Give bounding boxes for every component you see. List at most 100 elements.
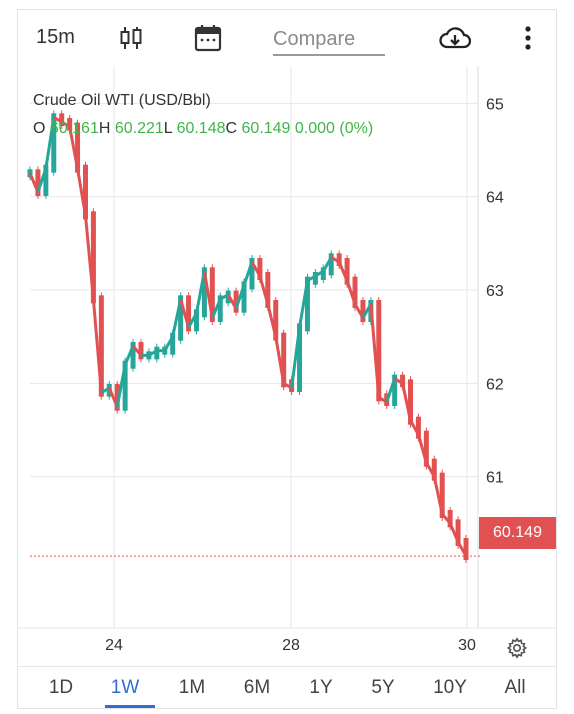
candle-body (320, 267, 326, 280)
price-segment (202, 271, 214, 319)
candle-body (82, 164, 88, 220)
ohlc-readout: O 60.161H 60.221L 60.148C 60.149 0.000 (… (33, 120, 373, 138)
price-segment (378, 396, 388, 404)
active-range-indicator (105, 705, 155, 708)
price-segment (234, 284, 246, 310)
candle-body (130, 342, 136, 369)
candle-body (67, 118, 73, 131)
price-segment (131, 345, 143, 357)
price-segment (83, 215, 95, 300)
candle-body (233, 290, 239, 313)
x-tick-label: 28 (282, 637, 300, 654)
price-segment (432, 476, 444, 515)
price-segment (250, 261, 262, 277)
candle-body (415, 416, 421, 439)
candle-body (59, 113, 65, 126)
price-segment (416, 434, 428, 464)
candle-body (297, 323, 303, 392)
close-label: C (225, 120, 238, 137)
candle-body (75, 122, 81, 173)
high-value: 60.221 (114, 120, 164, 137)
price-chart[interactable]: 61 62 63 64 65 24 28 30 Crude Oil WTI (USD/Bbl)… (18, 66, 556, 662)
price-segment (194, 271, 206, 314)
price-segment (345, 280, 357, 305)
price-segment (401, 383, 412, 421)
range-10y[interactable]: 10Y (433, 677, 467, 698)
candle-body (312, 272, 318, 285)
change-value: 0.000 (0%) (294, 120, 374, 137)
candle-body (186, 295, 192, 332)
candlestick-icon[interactable] (115, 22, 147, 54)
candle-body (138, 342, 144, 360)
candle-body (257, 258, 263, 280)
candle-body (178, 295, 184, 341)
more-vert-icon[interactable] (512, 22, 544, 54)
price-segment (314, 270, 325, 278)
candle-body (217, 295, 223, 322)
range-1m[interactable]: 1M (178, 677, 206, 698)
price-segment (306, 274, 317, 282)
price-segment (115, 364, 127, 407)
price-segment (100, 386, 111, 394)
price-segment (274, 336, 286, 384)
compare-field[interactable]: Compare (273, 28, 385, 56)
price-segment (242, 261, 254, 286)
last-price-tag: 60.149 (479, 517, 556, 549)
price-segment (425, 461, 436, 478)
range-1w[interactable]: 1W (110, 677, 140, 698)
range-all[interactable]: All (504, 677, 526, 698)
price-segment (107, 387, 119, 408)
cloud-download-icon[interactable] (439, 22, 471, 54)
price-segment (219, 293, 229, 301)
interval-selector[interactable]: 15m (36, 26, 75, 48)
candle-body (447, 510, 453, 528)
price-segment (60, 120, 71, 128)
price-segment (36, 168, 48, 193)
price-segment (91, 299, 103, 393)
candle-body (35, 169, 41, 196)
price-segment (163, 335, 174, 352)
price-segment (441, 513, 452, 525)
toolbar: 15m Compare (18, 10, 556, 66)
candle-body (376, 300, 382, 402)
x-tick-label: 30 (458, 637, 476, 654)
candle-body (209, 267, 215, 322)
price-segment (187, 312, 198, 329)
price-segment (76, 168, 87, 216)
price-segment (148, 349, 158, 357)
price-segment (123, 345, 135, 366)
candle-body (273, 300, 279, 341)
y-tick-label: 65 (486, 96, 504, 113)
price-segment (393, 377, 404, 385)
price-segment (448, 522, 460, 543)
price-segment (68, 126, 80, 169)
chart-settings-gear-icon[interactable] (505, 636, 529, 660)
candle-body (170, 332, 176, 355)
candle-body (122, 360, 128, 411)
range-selector: 1D 1W 1M 6M 1Y 5Y 10Y All (18, 666, 556, 711)
candle-body (400, 374, 406, 388)
range-1d[interactable]: 1D (48, 677, 74, 698)
price-segment (266, 303, 278, 338)
calendar-icon[interactable] (192, 22, 224, 54)
candle-body (201, 267, 207, 318)
price-segment (179, 298, 190, 328)
price-segment (44, 117, 56, 169)
price-segment (330, 256, 340, 264)
range-1y[interactable]: 1Y (309, 677, 333, 698)
candle-body (98, 295, 104, 397)
open-value: 60.161 (49, 120, 99, 137)
price-segment (385, 378, 397, 403)
price-chart-canvas[interactable]: 61 62 63 64 65 24 28 30 (18, 66, 556, 662)
x-tick-label: 24 (105, 637, 123, 654)
y-tick-label: 61 (486, 470, 504, 487)
candle-body (352, 276, 358, 308)
candle-body (328, 253, 334, 276)
candle-body (344, 258, 350, 285)
candle-body (281, 332, 287, 388)
range-5y[interactable]: 5Y (371, 677, 395, 698)
y-tick-label: 64 (486, 190, 504, 207)
candle-body (360, 300, 366, 322)
range-6m[interactable]: 6M (243, 677, 271, 698)
price-segment (53, 116, 63, 124)
